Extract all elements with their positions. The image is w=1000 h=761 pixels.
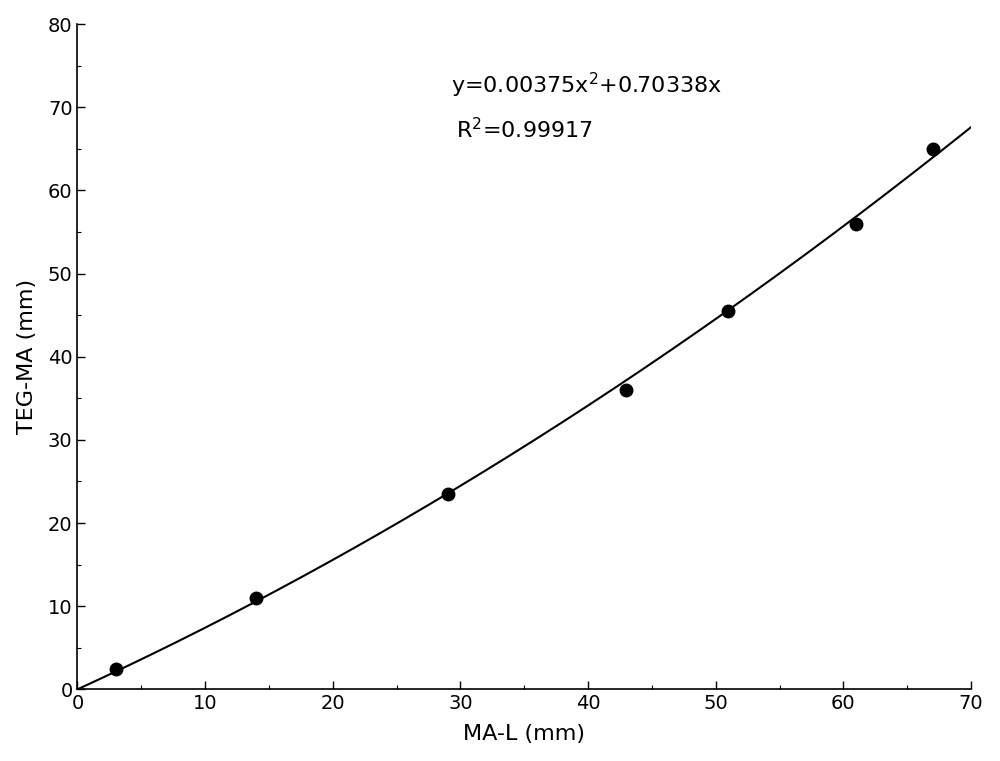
Point — [848, 218, 864, 230]
Point — [108, 663, 124, 675]
Text: y=0.00375x$^2$+0.70338x: y=0.00375x$^2$+0.70338x — [451, 71, 722, 100]
X-axis label: MA-L (mm): MA-L (mm) — [463, 724, 585, 744]
Y-axis label: TEG-MA (mm): TEG-MA (mm) — [17, 279, 37, 435]
Point — [618, 384, 634, 396]
Point — [720, 305, 736, 317]
Point — [248, 592, 264, 604]
Point — [925, 143, 941, 155]
Point — [440, 488, 456, 500]
Text: R$^2$=0.99917: R$^2$=0.99917 — [456, 117, 593, 142]
